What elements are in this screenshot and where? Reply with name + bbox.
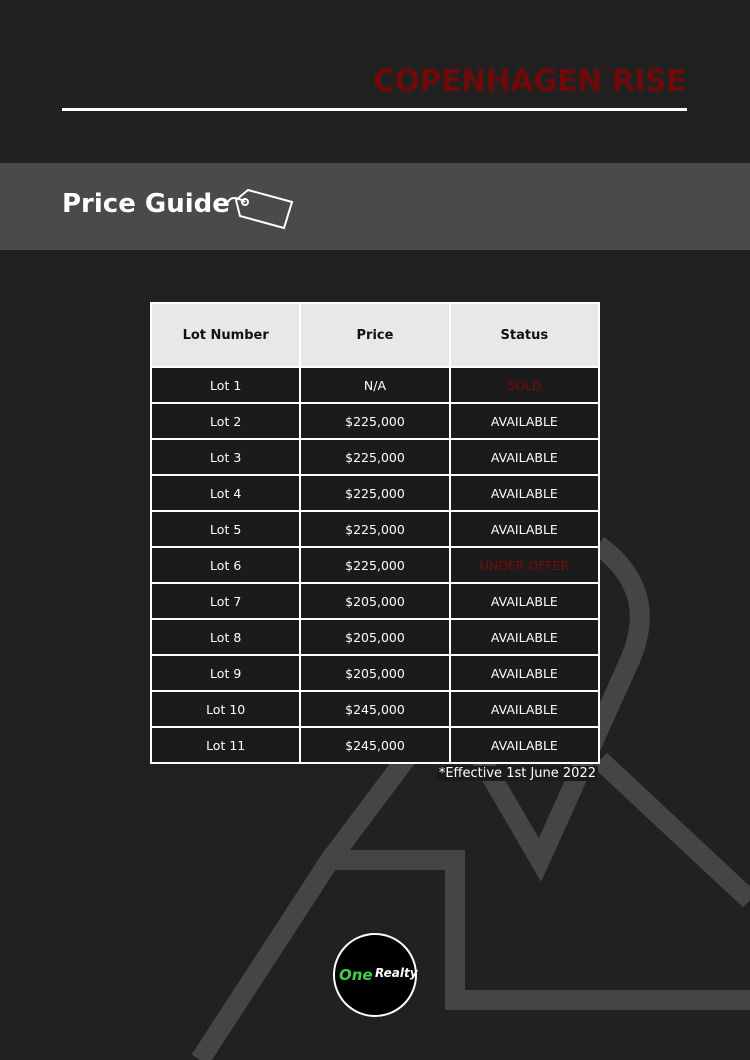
section-title: Price Guide: [62, 189, 230, 219]
logo-one: One: [339, 966, 373, 984]
lot-cell: Lot 8: [149, 618, 302, 656]
table-row: Lot 10 $245,000 AVAILABLE: [149, 690, 601, 728]
lot-cell: Lot 6: [149, 546, 302, 584]
status-cell: AVAILABLE: [448, 510, 601, 548]
price-cell: $245,000: [299, 726, 451, 764]
logo: One Realty: [333, 933, 418, 1017]
lot-cell: Lot 10: [149, 690, 302, 728]
lot-cell: Lot 11: [149, 726, 302, 764]
lot-cell: Lot 4: [149, 474, 302, 512]
lot-cell: Lot 2: [149, 402, 302, 440]
price-cell: $205,000: [299, 654, 451, 692]
header-row: Lot Number Price Status: [149, 302, 601, 368]
footnote: *Effective 1st June 2022: [436, 766, 598, 781]
lot-cell: Lot 7: [149, 582, 302, 620]
table-row: Lot 11 $245,000 AVAILABLE: [149, 726, 601, 764]
header-title: COPENHAGEN RISE: [373, 64, 686, 99]
price-cell: $245,000: [299, 690, 451, 728]
status-cell: SOLD: [448, 366, 601, 404]
price-tag-icon: [227, 188, 294, 230]
table-row: Lot 6 $225,000 UNDER OFFER: [149, 546, 601, 584]
status-cell: AVAILABLE: [448, 582, 601, 620]
status-cell: AVAILABLE: [448, 618, 601, 656]
price-cell: $205,000: [299, 618, 451, 656]
table-row: Lot 1 N/A SOLD: [149, 366, 601, 404]
table-row: Lot 5 $225,000 AVAILABLE: [149, 510, 601, 548]
price-table: Lot Number Price Status Lot 1 N/A SOLD Lot 2 $…: [149, 302, 601, 764]
pin-outline: [461, 536, 650, 882]
table-body: Lot 1 N/A SOLD Lot 2 $225,000 AVAILABLE Lot 3 $…: [149, 366, 601, 764]
status-cell: UNDER OFFER: [448, 546, 601, 584]
price-cell: N/A: [299, 366, 451, 404]
roof-right: [593, 752, 750, 908]
column-header: Price: [299, 302, 451, 368]
price-cell: $225,000: [299, 474, 451, 512]
table-row: Lot 2 $225,000 AVAILABLE: [149, 402, 601, 440]
column-header: Status: [448, 302, 601, 368]
status-cell: AVAILABLE: [448, 726, 601, 764]
column-header: Lot Number: [149, 302, 302, 368]
table-row: Lot 9 $205,000 AVAILABLE: [149, 654, 601, 692]
price-cell: $225,000: [299, 510, 451, 548]
price-cell: $205,000: [299, 582, 451, 620]
status-cell: AVAILABLE: [448, 690, 601, 728]
status-cell: AVAILABLE: [448, 402, 601, 440]
table-row: Lot 3 $225,000 AVAILABLE: [149, 438, 601, 476]
house-outline: [191, 850, 750, 1060]
status-cell: AVAILABLE: [448, 438, 601, 476]
logo-realty: Realty: [375, 966, 418, 980]
lot-cell: Lot 5: [149, 510, 302, 548]
lot-cell: Lot 1: [149, 366, 302, 404]
price-cell: $225,000: [299, 402, 451, 440]
lot-cell: Lot 3: [149, 438, 302, 476]
table-row: Lot 4 $225,000 AVAILABLE: [149, 474, 601, 512]
table-row: Lot 7 $205,000 AVAILABLE: [149, 582, 601, 620]
price-cell: $225,000: [299, 546, 451, 584]
section-band: Price Guide: [0, 163, 750, 250]
lot-cell: Lot 9: [149, 654, 302, 692]
header-rule: [62, 108, 687, 111]
price-cell: $225,000: [299, 438, 451, 476]
status-cell: AVAILABLE: [448, 654, 601, 692]
status-cell: AVAILABLE: [448, 474, 601, 512]
table-row: Lot 8 $205,000 AVAILABLE: [149, 618, 601, 656]
